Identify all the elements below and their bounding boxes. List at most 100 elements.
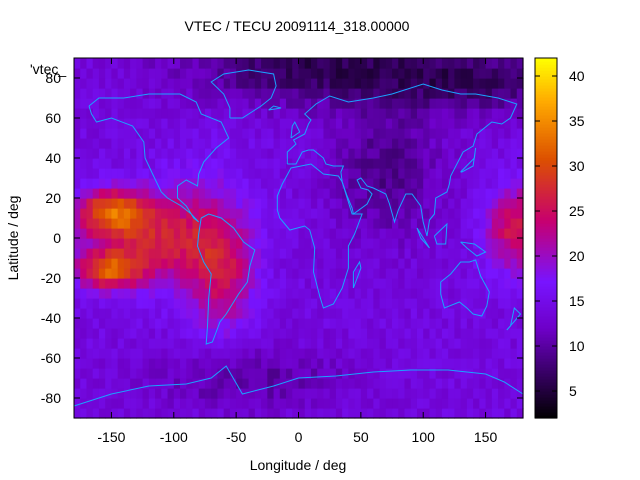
heatmap-cell bbox=[267, 258, 275, 269]
heatmap-cell bbox=[473, 278, 480, 289]
heatmap-cell bbox=[236, 248, 243, 259]
heatmap-cell bbox=[279, 278, 287, 289]
heatmap-cell bbox=[105, 178, 113, 189]
heatmap-cell bbox=[279, 368, 287, 379]
heatmap-cell bbox=[454, 248, 462, 259]
heatmap-cell bbox=[186, 238, 194, 249]
heatmap-cell bbox=[373, 258, 381, 269]
heatmap-cell bbox=[223, 58, 231, 69]
heatmap-cell bbox=[273, 98, 281, 109]
heatmap-cell bbox=[335, 308, 343, 319]
heatmap-cell bbox=[460, 88, 468, 99]
heatmap-cell bbox=[223, 348, 231, 359]
heatmap-cell bbox=[435, 168, 443, 179]
heatmap-cell bbox=[423, 178, 431, 189]
heatmap-cell bbox=[242, 358, 250, 369]
heatmap-cell bbox=[167, 148, 175, 159]
heatmap-cell bbox=[416, 268, 424, 279]
heatmap-cell bbox=[404, 128, 412, 139]
heatmap-cell bbox=[98, 188, 106, 199]
heatmap-cell bbox=[379, 298, 387, 309]
heatmap-cell bbox=[136, 388, 144, 399]
heatmap-cell bbox=[348, 98, 356, 109]
heatmap-cell bbox=[423, 248, 431, 259]
heatmap-cell bbox=[342, 168, 349, 179]
heatmap-cell bbox=[317, 138, 325, 149]
heatmap-cell bbox=[229, 238, 237, 249]
heatmap-cell bbox=[498, 58, 505, 69]
heatmap-cell bbox=[448, 198, 456, 209]
heatmap-cell bbox=[404, 238, 412, 249]
heatmap-cell bbox=[242, 58, 250, 69]
heatmap-cell bbox=[123, 228, 131, 239]
heatmap-cell bbox=[410, 308, 418, 319]
heatmap-cell bbox=[273, 88, 281, 99]
heatmap-cell bbox=[310, 198, 318, 209]
heatmap-cell bbox=[460, 318, 468, 329]
heatmap-cell bbox=[136, 378, 144, 389]
colorbar-segment bbox=[535, 331, 557, 335]
heatmap-cell bbox=[204, 268, 212, 279]
heatmap-cell bbox=[298, 228, 306, 239]
heatmap-cell bbox=[229, 338, 237, 349]
heatmap-cell bbox=[236, 158, 243, 169]
heatmap-cell bbox=[504, 198, 512, 209]
heatmap-cell bbox=[385, 348, 393, 359]
heatmap-cell bbox=[385, 68, 393, 79]
heatmap-cell bbox=[161, 238, 169, 249]
heatmap-cell bbox=[460, 368, 468, 379]
heatmap-cell bbox=[273, 378, 281, 389]
heatmap-cell bbox=[310, 58, 318, 69]
heatmap-cell bbox=[516, 328, 524, 339]
heatmap-cell bbox=[448, 158, 456, 169]
heatmap-cell bbox=[173, 308, 181, 319]
heatmap-cell bbox=[392, 78, 399, 89]
heatmap-cell bbox=[148, 68, 156, 79]
heatmap-cell bbox=[273, 78, 281, 89]
heatmap-cell bbox=[117, 198, 125, 209]
heatmap-cell bbox=[329, 208, 337, 219]
heatmap-cell bbox=[429, 228, 437, 239]
heatmap-cell bbox=[454, 328, 462, 339]
heatmap-cell bbox=[204, 388, 212, 399]
heatmap-cell bbox=[485, 408, 493, 419]
heatmap-cell bbox=[86, 208, 94, 219]
heatmap-cell bbox=[173, 148, 181, 159]
heatmap-cell bbox=[80, 328, 88, 339]
heatmap-cell bbox=[186, 358, 194, 369]
heatmap-cell bbox=[98, 98, 106, 109]
heatmap-cell bbox=[273, 238, 281, 249]
heatmap-cell bbox=[279, 318, 287, 329]
heatmap-cell bbox=[217, 168, 225, 179]
heatmap-cell bbox=[367, 88, 374, 99]
heatmap-cell bbox=[498, 178, 505, 189]
heatmap-cell bbox=[329, 278, 337, 289]
heatmap-cell bbox=[416, 408, 424, 419]
heatmap-cell bbox=[466, 278, 474, 289]
heatmap-cell bbox=[248, 358, 256, 369]
heatmap-cell bbox=[398, 228, 406, 239]
heatmap-cell bbox=[161, 278, 169, 289]
heatmap-cell bbox=[460, 298, 468, 309]
heatmap-cell bbox=[504, 238, 512, 249]
heatmap-cell bbox=[236, 178, 243, 189]
heatmap-cell bbox=[298, 288, 306, 299]
colorbar-segment bbox=[535, 397, 557, 401]
heatmap-cell bbox=[211, 388, 219, 399]
heatmap-cell bbox=[254, 268, 262, 279]
heatmap-cell bbox=[392, 98, 399, 109]
heatmap-cell bbox=[161, 218, 169, 229]
heatmap-cell bbox=[92, 238, 100, 249]
coastline bbox=[440, 259, 490, 317]
heatmap-cell bbox=[473, 88, 480, 99]
heatmap-cell bbox=[80, 168, 88, 179]
heatmap-cell bbox=[173, 358, 181, 369]
colorbar-segment bbox=[535, 223, 557, 227]
heatmap-cell bbox=[485, 218, 493, 229]
colorbar-segment bbox=[535, 286, 557, 290]
heatmap-cells bbox=[74, 58, 524, 419]
heatmap-cell bbox=[429, 258, 437, 269]
heatmap-cell bbox=[454, 108, 462, 119]
heatmap-cell bbox=[298, 98, 306, 109]
heatmap-cell bbox=[367, 58, 374, 69]
